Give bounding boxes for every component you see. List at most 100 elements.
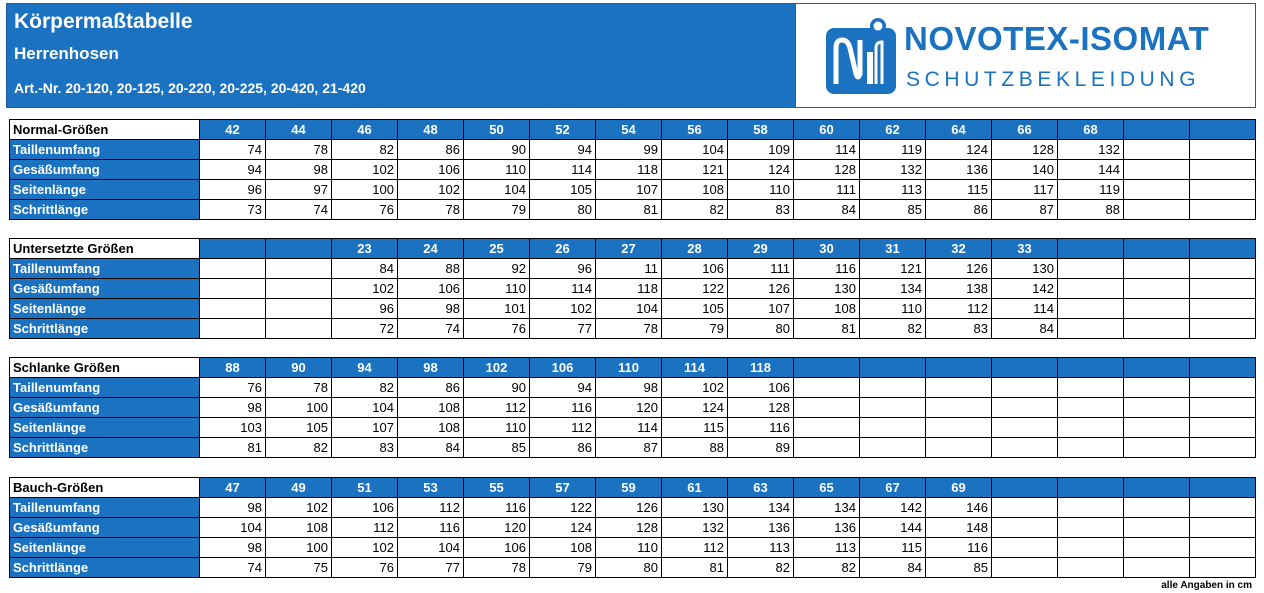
measurement-value: 74 xyxy=(397,318,464,339)
measurement-value: 107 xyxy=(595,179,662,200)
measurement-value: 128 xyxy=(727,397,794,418)
table-row: Seitenlänge 96 98 101 102 104 105 107 108 110 112 1… xyxy=(9,298,1256,319)
measurement-value xyxy=(1189,278,1256,299)
measurement-value: 113 xyxy=(859,179,926,200)
measurement-value: 106 xyxy=(331,497,398,518)
measurement-value xyxy=(991,397,1058,418)
measurement-value: 84 xyxy=(397,437,464,458)
size-header-cell xyxy=(991,357,1058,378)
measurement-value: 82 xyxy=(859,318,926,339)
measurement-value: 98 xyxy=(397,298,464,319)
measurement-value: 99 xyxy=(595,139,662,160)
measurement-value: 108 xyxy=(397,397,464,418)
measurement-value: 113 xyxy=(727,537,794,558)
size-header-cell: 118 xyxy=(727,357,794,378)
size-header-cell: 94 xyxy=(331,357,398,378)
measurement-value xyxy=(1123,557,1190,578)
size-header-cell: 67 xyxy=(859,477,926,498)
measurement-value: 114 xyxy=(991,298,1058,319)
measurement-value: 124 xyxy=(925,139,992,160)
size-header-cell: 110 xyxy=(595,357,662,378)
size-header-cell xyxy=(1189,119,1256,140)
size-header-cell xyxy=(1123,119,1190,140)
measurement-value: 108 xyxy=(397,417,464,438)
measurement-value: 83 xyxy=(727,199,794,220)
measurement-label: Seitenlänge xyxy=(9,417,200,438)
size-header-cell: 54 xyxy=(595,119,662,140)
measurement-value: 82 xyxy=(331,377,398,398)
table-row: Seitenlänge 103 105 107 108 110 112 114 115 116 xyxy=(9,417,1256,438)
measurement-value: 128 xyxy=(991,139,1058,160)
measurement-value: 74 xyxy=(199,557,266,578)
measurement-value: 11 xyxy=(595,258,662,279)
measurement-value xyxy=(991,417,1058,438)
size-header-cell: 23 xyxy=(331,238,398,259)
size-header-cell: 98 xyxy=(397,357,464,378)
measurement-label: Seitenlänge xyxy=(9,298,200,319)
measurement-value xyxy=(265,278,332,299)
size-header-cell: 51 xyxy=(331,477,398,498)
measurement-value xyxy=(1057,298,1124,319)
size-header-cell xyxy=(1189,477,1256,498)
size-header-cell xyxy=(1057,357,1124,378)
measurement-value xyxy=(1057,497,1124,518)
size-table: Normal-Größen 42 44 46 48 50 52 54 56 58 60 62 64 66 6… xyxy=(9,119,1256,220)
measurement-value: 130 xyxy=(991,258,1058,279)
measurement-value: 84 xyxy=(793,199,860,220)
measurement-value xyxy=(1057,318,1124,339)
measurement-value: 110 xyxy=(463,159,530,180)
measurement-value: 75 xyxy=(265,557,332,578)
measurement-value xyxy=(1123,318,1190,339)
size-header-cell: 59 xyxy=(595,477,662,498)
measurement-value xyxy=(1123,377,1190,398)
measurement-value xyxy=(199,278,266,299)
measurement-value: 105 xyxy=(661,298,728,319)
measurement-value: 94 xyxy=(529,377,596,398)
measurement-value: 83 xyxy=(925,318,992,339)
measurement-value xyxy=(199,318,266,339)
measurement-value xyxy=(991,437,1058,458)
header-title-panel: Körpermaßtabelle Herrenhosen Art.-Nr. 20… xyxy=(7,4,795,107)
size-header-cell: 46 xyxy=(331,119,398,140)
measurement-value: 113 xyxy=(793,537,860,558)
brand-name: NOVOTEX-ISOMAT xyxy=(904,20,1210,57)
measurement-value: 84 xyxy=(991,318,1058,339)
size-header-cell: 62 xyxy=(859,119,926,140)
size-header-cell: 44 xyxy=(265,119,332,140)
measurement-value xyxy=(1189,377,1256,398)
measurement-value xyxy=(1189,397,1256,418)
measurement-value: 114 xyxy=(595,417,662,438)
measurement-label: Taillenumfang xyxy=(9,377,200,398)
measurement-value: 106 xyxy=(397,159,464,180)
size-header-cell xyxy=(1189,238,1256,259)
size-header-cell: 42 xyxy=(199,119,266,140)
measurement-value: 81 xyxy=(661,557,728,578)
size-header-cell: 88 xyxy=(199,357,266,378)
measurement-value: 112 xyxy=(529,417,596,438)
measurement-value: 88 xyxy=(397,258,464,279)
measurement-value xyxy=(1189,298,1256,319)
measurement-value: 74 xyxy=(199,139,266,160)
page-subtitle: Herrenhosen xyxy=(14,44,119,63)
measurement-value: 104 xyxy=(463,179,530,200)
measurement-value xyxy=(991,557,1058,578)
measurement-value xyxy=(1123,417,1190,438)
size-header-cell: 114 xyxy=(661,357,728,378)
measurement-value: 98 xyxy=(595,377,662,398)
measurement-value: 110 xyxy=(463,417,530,438)
measurement-value xyxy=(1189,437,1256,458)
measurement-label: Taillenumfang xyxy=(9,139,200,160)
measurement-value: 78 xyxy=(265,377,332,398)
measurement-value xyxy=(1123,537,1190,558)
measurement-value xyxy=(859,417,926,438)
measurement-value: 104 xyxy=(397,537,464,558)
measurement-value: 102 xyxy=(661,377,728,398)
measurement-value: 79 xyxy=(661,318,728,339)
measurement-value: 120 xyxy=(463,517,530,538)
size-header-cell: 47 xyxy=(199,477,266,498)
table-row: Taillenumfang 98 102 106 112 116 122 126 130 134 1… xyxy=(9,497,1256,518)
measurement-value xyxy=(1057,557,1124,578)
table-group-label: Schlanke Größen xyxy=(9,357,200,378)
table-row: Taillenumfang 84 88 92 96 11 106 111 116 121 126 13… xyxy=(9,258,1256,279)
measurement-value: 96 xyxy=(331,298,398,319)
